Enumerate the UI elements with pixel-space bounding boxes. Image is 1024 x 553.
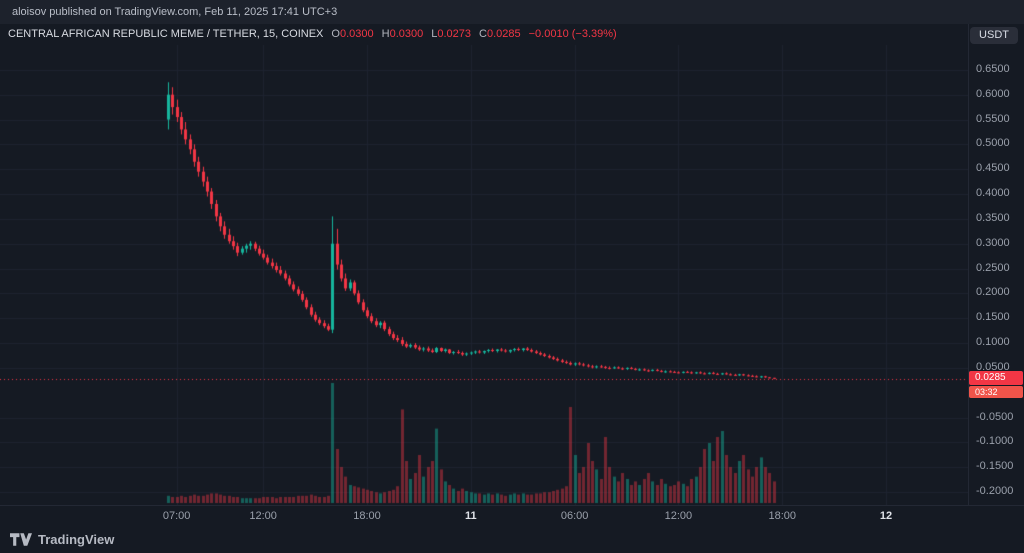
- price-tick-label: -0.1500: [976, 460, 1014, 473]
- legend-close: C 0.0285: [479, 28, 521, 40]
- price-tick-label: 0.3000: [976, 236, 1010, 249]
- price-tick-label: 0.6500: [976, 62, 1010, 75]
- currency-toggle-button[interactable]: USDT: [970, 27, 1018, 44]
- time-tick-label: 06:00: [560, 510, 589, 522]
- price-tick-label: 0.1000: [976, 336, 1010, 349]
- price-tick-label: -0.0500: [976, 410, 1014, 423]
- footer-bar: TradingView: [0, 527, 1024, 553]
- tradingview-logo-icon: [10, 533, 32, 546]
- time-tick-label: 07:00: [162, 510, 191, 522]
- price-tick-label: 0.5500: [976, 112, 1010, 125]
- price-tick-label: 0.3500: [976, 211, 1010, 224]
- last-price-label: 0.0285 03:32: [969, 370, 1023, 398]
- time-tick-day-label: 12: [879, 510, 893, 522]
- price-tick-label: -0.1000: [976, 435, 1014, 448]
- time-tick-day-label: 11: [464, 510, 477, 522]
- time-axis[interactable]: 07:00 12:00 18:00 11 06:00 12:00 18:00 12: [0, 505, 1024, 528]
- price-tick-label: 0.1500: [976, 311, 1010, 324]
- time-tick-label: 18:00: [768, 510, 796, 522]
- price-axis[interactable]: 0.6500 0.6000 0.5500 0.5000 0.4500 0.4000 0.35…: [968, 24, 1024, 505]
- price-chart-canvas[interactable]: [0, 0, 968, 505]
- price-tick-label: 0.4500: [976, 162, 1010, 175]
- price-tick-label: 0.0500: [976, 360, 1010, 373]
- price-tick-label: 0.5000: [976, 137, 1010, 150]
- legend-open: O 0.0300: [331, 28, 374, 40]
- time-tick-label: 12:00: [664, 510, 693, 522]
- attribution-bar: aloisov published on TradingView.com, Fe…: [0, 0, 1024, 24]
- last-price-value: 0.0285: [969, 370, 1023, 385]
- attribution-text: aloisov published on TradingView.com, Fe…: [12, 6, 338, 18]
- price-tick-label: 0.2000: [976, 286, 1010, 299]
- time-tick-label: 12:00: [249, 510, 277, 522]
- price-tick-label: -0.2000: [976, 485, 1014, 498]
- price-tick-label: 0.2500: [976, 261, 1010, 274]
- legend-low: L 0.0273: [431, 28, 472, 40]
- tradingview-logo-text: TradingView: [38, 532, 115, 547]
- price-tick-label: 0.6000: [976, 87, 1010, 100]
- time-tick-label: 18:00: [353, 510, 381, 522]
- symbol-title[interactable]: CENTRAL AFRICAN REPUBLIC MEME / TETHER, …: [8, 28, 324, 40]
- chart-legend: CENTRAL AFRICAN REPUBLIC MEME / TETHER, …: [8, 28, 617, 40]
- tradingview-logo[interactable]: TradingView: [10, 532, 114, 547]
- legend-high: H 0.0300: [381, 28, 424, 40]
- bar-countdown: 03:32: [969, 385, 1023, 398]
- price-tick-label: 0.4000: [976, 187, 1010, 200]
- legend-change: −0.0010 (−3.39%): [528, 28, 617, 40]
